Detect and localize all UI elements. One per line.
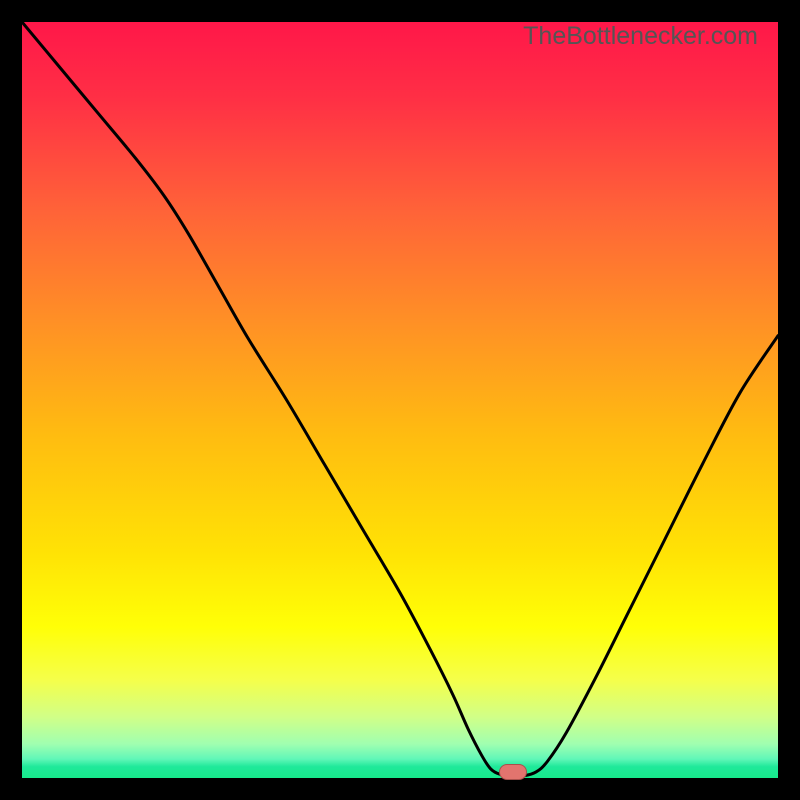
optimal-point-marker: [499, 764, 527, 780]
plot-area: TheBottlenecker.com: [22, 22, 778, 778]
chart-container: TheBottlenecker.com: [0, 0, 800, 800]
bottleneck-curve: [22, 22, 778, 778]
watermark-label: TheBottlenecker.com: [523, 22, 758, 51]
